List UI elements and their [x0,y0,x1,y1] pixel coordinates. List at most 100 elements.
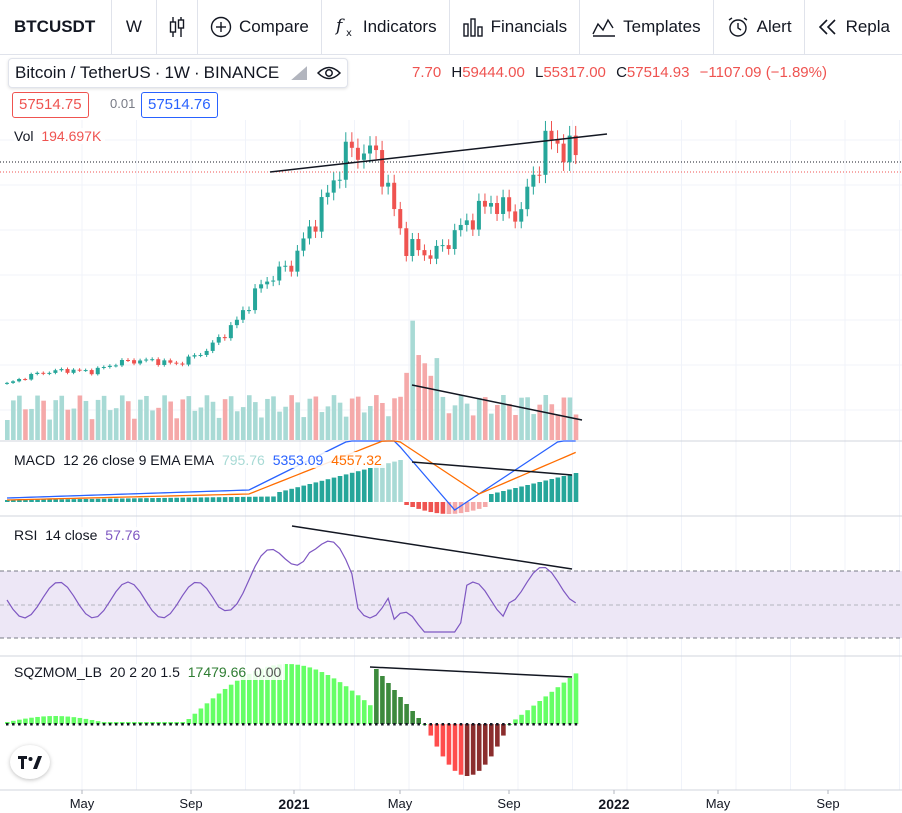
sqzmom-bar [446,724,452,765]
macd-histogram-bar [11,499,16,502]
templates-button[interactable]: Templates [580,0,714,54]
sqzmom-title: SQZMOM_LB [14,664,102,680]
sqzmom-zero-dot [526,723,529,726]
volume-bar [343,416,349,440]
chart-type-button[interactable] [157,0,198,54]
low-value: 55317.00 [543,64,606,81]
macd-histogram-bar [180,497,186,502]
sqzmom-zero-dot [127,723,130,726]
sqzmom-zero-dot [24,723,27,726]
volume-bar [17,395,22,440]
candle-body [349,141,354,148]
sqzmom-zero-dot [465,723,469,726]
macd-histogram-bar [434,502,440,514]
volume-bar [519,397,524,440]
sqzmom-bar [247,673,252,724]
candle-body [410,239,415,256]
macd-histogram-bar [368,468,373,502]
sqzmom-zero-dot [60,723,63,726]
sqzmom-bar [543,696,549,724]
volume-bar [162,395,167,440]
volume-bar [446,413,452,440]
macd-histogram-bar [35,499,40,502]
macd-histogram-bar [482,502,488,508]
indicators-button[interactable]: f x Indicators [322,0,450,54]
macd-line-value: 5353.09 [272,452,324,468]
volume-bar [319,412,325,440]
x-tick-label: Sep [179,796,203,811]
buy-button[interactable]: 57514.76 [141,92,218,118]
market-status-icon [291,66,308,80]
volume-bar [489,413,494,440]
macd-histogram-bar [549,479,555,502]
replay-button[interactable]: Repla [805,0,902,54]
sqzmom-bar [561,682,567,724]
sqzmom-zero-dot [387,723,390,726]
macd-histogram-bar [422,502,428,511]
candle-body [198,354,203,356]
alert-button[interactable]: Alert [714,0,805,54]
macd-histogram-bar [501,491,506,502]
macd-histogram-bar [416,502,421,509]
rewind-icon [818,19,836,35]
sqzmom-zero-dot [417,723,420,726]
financials-button[interactable]: Financials [450,0,581,54]
sqzmom-bar [434,724,440,747]
symbol-legend[interactable]: Bitcoin / TetherUS · 1W · BINANCE [8,58,349,88]
sqzmom-zero-dot [266,723,269,726]
candle-body [89,370,94,375]
sqzmom-bar [361,700,367,724]
volume-value: 194.697K [41,128,102,144]
macd-histogram-bar [555,477,561,502]
candle-body [464,220,469,225]
sqzmom-bar [204,703,210,724]
compare-button[interactable]: Compare [198,0,322,54]
macd-legend[interactable]: MACD 12 26 close 9 EMA EMA 795.76 5353.0… [14,452,386,468]
sqzmom-legend[interactable]: SQZMOM_LB 20 2 20 1.5 17479.66 0.00 [14,664,286,680]
sqzmom-zero-dot [453,723,457,726]
macd-histogram-bar [113,498,119,502]
sqzmom-bar [253,671,258,724]
sqzmom-zero-dot [217,723,221,726]
sqzmom-bar [549,691,555,724]
volume-bar [113,408,119,440]
sqzmom-zero-dot [562,723,566,726]
candle-body [107,365,112,367]
candle-body [331,180,336,193]
candle-body [482,200,487,207]
sqzmom-zero-dot [290,723,293,726]
candle-body [531,174,536,187]
sqzmom-zero-dot [205,723,209,726]
macd-histogram-bar [247,496,252,502]
sqzmom-zero-dot [133,723,136,726]
sell-button[interactable]: 57514.75 [12,92,89,118]
candle-body [11,381,16,383]
rsi-legend[interactable]: RSI 14 close 57.76 [14,527,145,543]
tradingview-logo[interactable] [10,745,50,779]
chart-area[interactable] [0,55,902,813]
sqzmom-zero-dot [411,723,414,726]
sqzmom-zero-dot [278,723,281,726]
macd-histogram-bar [507,489,512,502]
candle-body [216,337,221,343]
sqzmom-params: 20 2 20 1.5 [109,664,180,680]
candle-body [289,265,294,272]
templates-icon [592,18,616,37]
candle-body [555,139,560,144]
interval-button[interactable]: W [112,0,157,54]
sqzmom-zero-dot [12,723,15,726]
sqzmom-bar [41,716,46,724]
volume-legend[interactable]: Vol 194.697K [14,128,106,144]
sqzmom-zero-dot [550,723,553,726]
sqzmom-zero-dot [544,723,547,726]
macd-histogram-bar [277,492,282,502]
sqzmom-bar [216,693,222,724]
symbol-search-button[interactable]: BTCUSDT [0,0,112,54]
candle-body [525,186,530,210]
sqzmom-zero-dot [320,723,324,726]
sqzmom-bar [53,716,58,724]
macd-histogram-bar [543,480,549,502]
eye-icon[interactable] [317,65,342,81]
sqzmom-zero-dot [84,723,88,726]
macd-histogram-bar [240,496,246,502]
